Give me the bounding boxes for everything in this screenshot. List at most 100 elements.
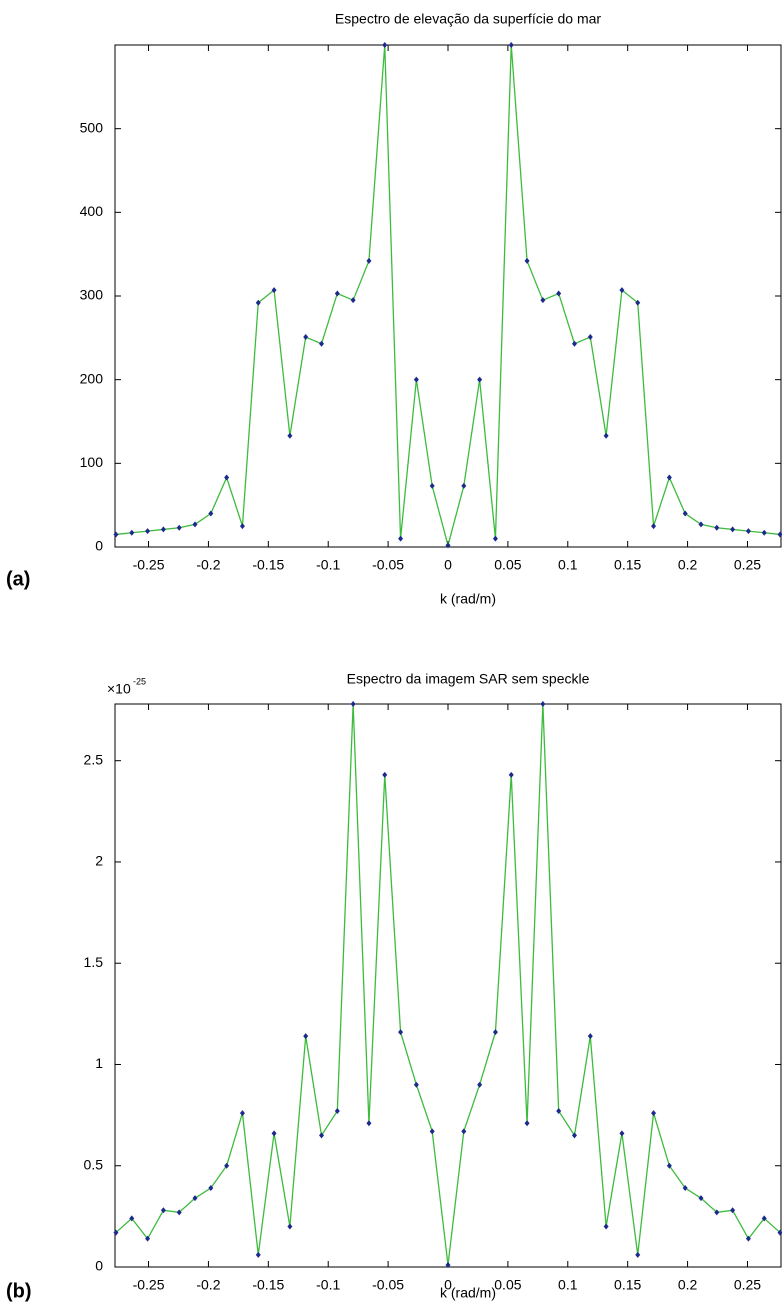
data-point	[239, 1110, 245, 1117]
data-line	[115, 703, 781, 1266]
data-point	[556, 1108, 562, 1115]
x-axis-label: k (rad/m)	[440, 1285, 496, 1301]
data-point	[492, 1029, 498, 1036]
data-point	[540, 701, 546, 707]
data-point	[761, 1215, 767, 1222]
data-point	[492, 535, 498, 542]
data-point	[571, 1132, 577, 1139]
data-point	[619, 1130, 625, 1137]
data-point	[666, 1162, 672, 1169]
x-tick-label: -0.1	[316, 557, 340, 573]
data-point	[382, 771, 388, 778]
y-tick-label: 0.5	[84, 1156, 104, 1172]
x-tick-label: -0.2	[196, 1277, 220, 1293]
data-point	[714, 524, 720, 531]
data-point	[619, 287, 625, 294]
data-point	[714, 1209, 720, 1216]
panel-label: (a)	[6, 568, 30, 590]
y-tick-label: 2	[95, 853, 103, 869]
data-point	[255, 299, 261, 306]
x-tick-label: 0	[444, 1277, 452, 1293]
data-point	[366, 1120, 372, 1127]
data-point	[651, 523, 657, 530]
y-tick-label: 400	[80, 203, 104, 219]
data-point	[745, 1235, 751, 1242]
data-point	[303, 1033, 309, 1040]
x-tick-label: -0.1	[316, 1277, 340, 1293]
data-point	[651, 1110, 657, 1117]
data-point	[192, 521, 198, 528]
x-tick-label: 0.2	[678, 557, 698, 573]
y-tick-label: 1.5	[84, 954, 104, 970]
data-point	[366, 257, 372, 264]
data-point	[239, 523, 245, 530]
data-point	[477, 376, 483, 383]
x-tick-label: -0.05	[372, 557, 404, 573]
x-tick-label: -0.2	[196, 557, 220, 573]
data-point	[398, 535, 404, 542]
data-point	[477, 1081, 483, 1088]
data-point	[666, 474, 672, 481]
panel-label: (b)	[6, 1280, 32, 1302]
data-point	[350, 297, 356, 304]
data-point	[445, 1261, 451, 1268]
chart-title: Espectro da imagem SAR sem speckle	[347, 671, 590, 687]
data-point	[287, 1223, 293, 1230]
x-tick-label: 0.25	[734, 557, 761, 573]
x-tick-label: 0.1	[558, 557, 578, 573]
x-tick-label: 0.2	[678, 1277, 698, 1293]
y-tick-label: 2.5	[84, 751, 104, 767]
y-multiplier: ×10	[107, 681, 131, 697]
data-point	[145, 1235, 151, 1242]
y-tick-label: 0	[95, 1258, 103, 1274]
data-point	[524, 257, 530, 264]
data-point	[129, 1215, 135, 1222]
data-point	[271, 287, 277, 294]
data-point	[413, 376, 419, 383]
x-tick-label: 0.05	[494, 1277, 521, 1293]
data-point	[730, 526, 736, 533]
data-point	[429, 482, 435, 489]
data-point	[429, 1128, 435, 1135]
data-point	[334, 290, 340, 297]
y-tick-label: 100	[80, 454, 104, 470]
data-point	[319, 340, 325, 347]
x-tick-label: -0.25	[133, 1277, 165, 1293]
x-tick-label: 0.15	[614, 1277, 641, 1293]
data-point	[287, 432, 293, 439]
y-tick-label: 1	[95, 1055, 103, 1071]
data-point	[777, 531, 782, 538]
data-point	[524, 1120, 530, 1127]
data-point	[587, 1033, 593, 1040]
data-point	[761, 529, 767, 536]
data-point	[603, 432, 609, 439]
data-point	[113, 531, 119, 538]
data-point	[745, 528, 751, 535]
data-point	[540, 297, 546, 304]
data-point	[698, 521, 704, 528]
chart-title: Espectro de elevação da superfície do ma…	[335, 11, 601, 27]
data-point	[635, 1251, 641, 1258]
data-point	[698, 1195, 704, 1202]
data-point	[271, 1130, 277, 1137]
data-point	[413, 1081, 419, 1088]
data-point	[176, 524, 182, 531]
x-tick-label: 0.15	[614, 557, 641, 573]
plot-frame	[114, 44, 782, 548]
data-point	[556, 290, 562, 297]
data-point	[176, 1209, 182, 1216]
data-point	[461, 1128, 467, 1135]
y-tick-label: 0	[95, 538, 103, 554]
y-tick-label: 200	[80, 370, 104, 386]
data-point	[398, 1029, 404, 1036]
x-tick-label: -0.15	[252, 1277, 284, 1293]
x-axis-label: k (rad/m)	[440, 591, 496, 607]
data-point	[255, 1251, 261, 1258]
data-point	[603, 1223, 609, 1230]
data-point	[160, 526, 166, 533]
data-line	[115, 44, 781, 548]
data-point	[445, 542, 451, 549]
data-point	[224, 1162, 230, 1169]
data-point	[350, 701, 356, 707]
